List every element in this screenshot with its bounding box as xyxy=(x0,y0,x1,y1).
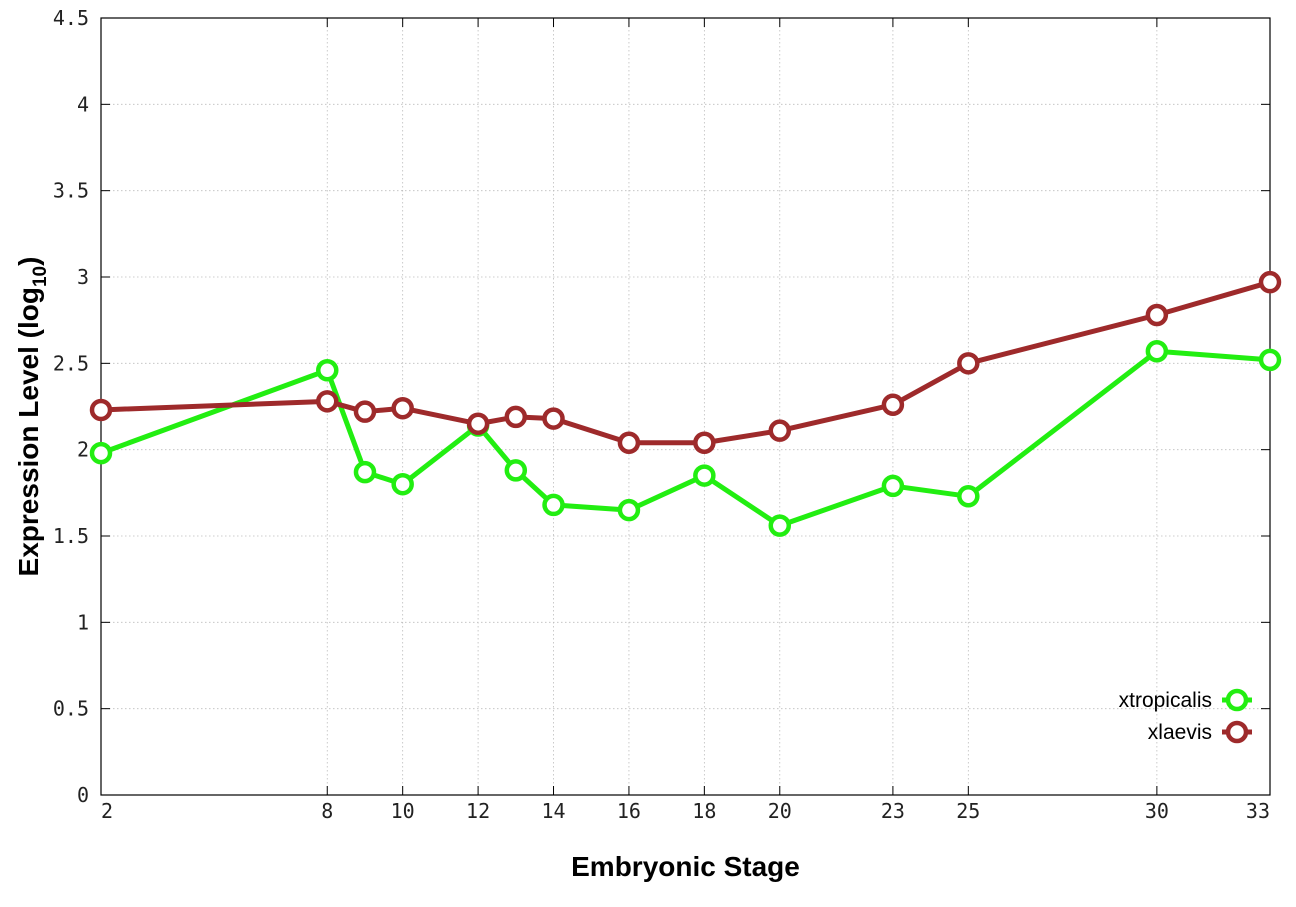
y-axis-title-subscript: 10 xyxy=(30,266,51,287)
y-tick-label: 0.5 xyxy=(53,697,89,721)
y-tick-label: 1 xyxy=(77,610,89,634)
data-point-xlaevis xyxy=(391,396,414,420)
data-point-xtropicalis xyxy=(1145,339,1169,363)
x-tick-label: 30 xyxy=(1145,799,1169,823)
y-axis-title-close: ) xyxy=(13,257,44,266)
data-point-xtropicalis xyxy=(768,514,792,537)
x-tick-label: 2 xyxy=(101,799,113,823)
legend-label: xtropicalis xyxy=(1119,689,1212,712)
y-tick-label: 2.5 xyxy=(53,351,89,375)
x-tick-label: 20 xyxy=(768,799,792,823)
data-point-xlaevis xyxy=(957,352,980,375)
y-tick-label: 3.5 xyxy=(53,179,89,203)
data-point-xtropicalis xyxy=(391,472,414,496)
legend-marker-swatch xyxy=(1225,688,1249,712)
legend: xtropicalis xlaevis xyxy=(1119,688,1252,744)
x-tick-label: 23 xyxy=(881,799,905,823)
data-point-xlaevis xyxy=(1258,270,1282,294)
legend-item-xtropicalis: xtropicalis xyxy=(1119,688,1252,712)
x-tick-label: 18 xyxy=(692,799,716,823)
x-tick-label: 25 xyxy=(956,799,980,823)
legend-marker-swatch xyxy=(1225,720,1249,744)
data-point-xlaevis xyxy=(881,393,905,417)
x-tick-label: 14 xyxy=(541,799,565,823)
x-tick-label: 12 xyxy=(466,799,490,823)
data-point-xtropicalis xyxy=(957,485,980,508)
series-line-xlaevis xyxy=(98,279,1273,446)
data-point-xtropicalis xyxy=(693,464,716,487)
y-tick-label: 3 xyxy=(77,265,89,289)
x-tick-label: 8 xyxy=(321,799,333,823)
data-point-xlaevis xyxy=(617,431,641,455)
data-point-xtropicalis xyxy=(504,459,528,482)
x-tick-label: 16 xyxy=(617,799,641,823)
data-point-xtropicalis xyxy=(1258,348,1282,372)
x-axis-title: Embryonic Stage xyxy=(571,851,800,882)
data-point-xtropicalis xyxy=(89,441,113,465)
y-tick-label: 0 xyxy=(77,783,89,807)
data-point-xtropicalis xyxy=(542,493,565,517)
data-point-xlaevis xyxy=(504,405,528,429)
legend-item-xlaevis: xlaevis xyxy=(1148,720,1252,744)
plot-frame xyxy=(100,17,1271,796)
data-point-xlaevis xyxy=(693,431,716,455)
y-axis-title: Expression Level (log10) xyxy=(13,257,51,577)
axis-ticks: 0 0.5 1 1.5 2 2.5 3 3.5 4 4.5 2 8 10 12 14 16 18 20 23 25 30… xyxy=(53,6,1271,823)
y-tick-label: 4 xyxy=(77,92,89,116)
grid-lines xyxy=(101,18,1270,795)
series-line-xtropicalis xyxy=(98,348,1273,529)
data-point-xlaevis xyxy=(768,419,792,442)
data-point-xlaevis xyxy=(89,398,113,422)
data-point-xlaevis xyxy=(466,412,490,436)
data-point-xtropicalis xyxy=(881,474,905,498)
y-axis-title-main: Expression Level (log xyxy=(13,287,44,576)
data-point-xtropicalis xyxy=(617,498,641,522)
data-point-xlaevis xyxy=(542,407,565,430)
data-point-xlaevis xyxy=(353,400,377,423)
y-tick-label: 2 xyxy=(77,438,89,462)
data-point-xlaevis xyxy=(316,390,339,413)
data-point-xtropicalis xyxy=(316,358,339,382)
x-tick-label: 33 xyxy=(1246,799,1270,823)
y-tick-label: 1.5 xyxy=(53,524,89,548)
y-tick-label: 4.5 xyxy=(53,6,89,30)
data-point-xlaevis xyxy=(1145,303,1169,327)
data-point-xtropicalis xyxy=(353,460,377,484)
series-layer xyxy=(89,270,1282,537)
x-tick-label: 10 xyxy=(391,799,415,823)
legend-label: xlaevis xyxy=(1148,721,1212,744)
